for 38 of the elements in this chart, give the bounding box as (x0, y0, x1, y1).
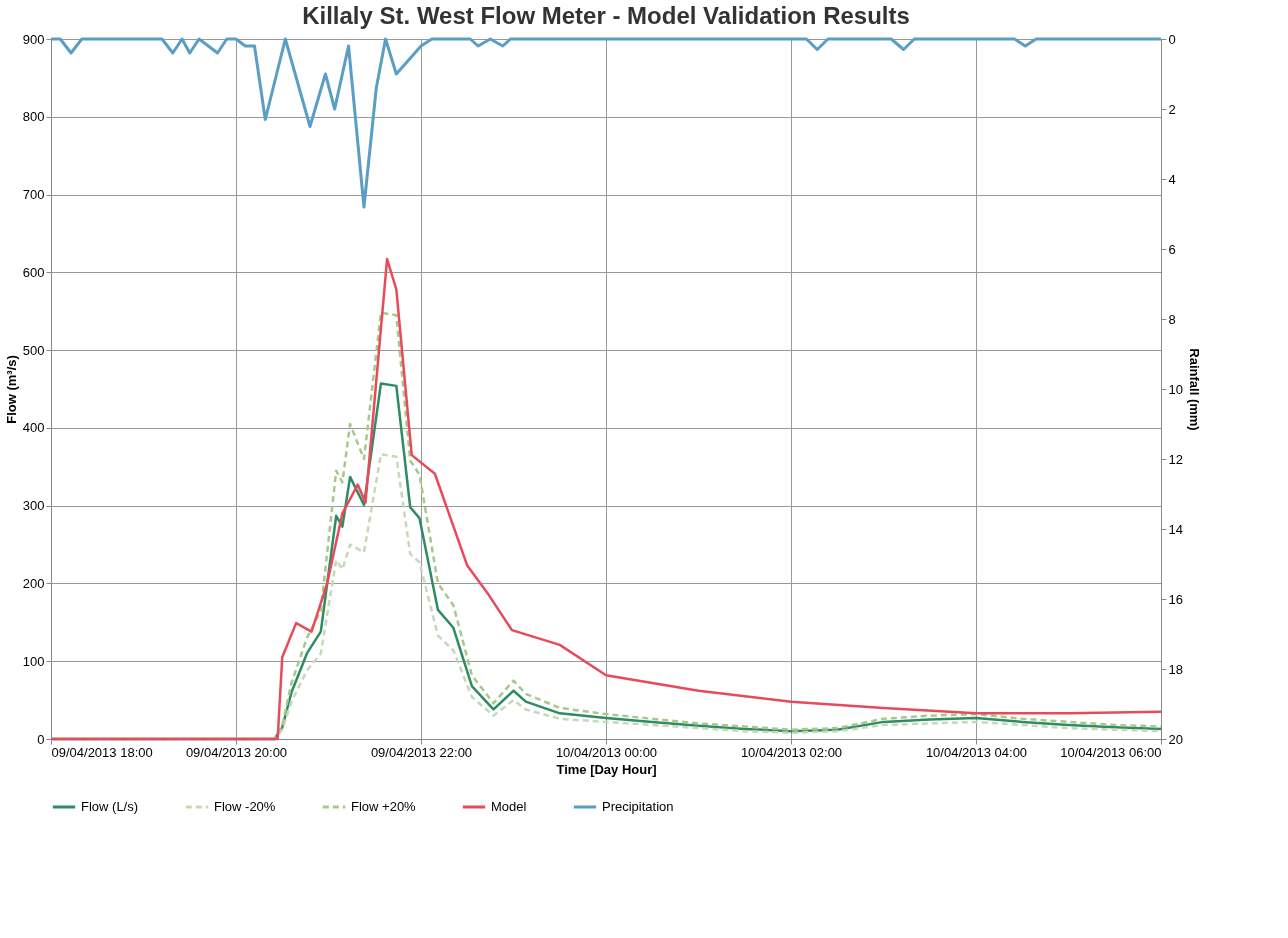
chart-title: Killaly St. West Flow Meter - Model Validation Results (302, 2, 910, 29)
y2-tick-label: 0 (1168, 31, 1176, 47)
legend-label: Model (491, 799, 527, 814)
y2-tick-label: 16 (1168, 591, 1183, 607)
y-tick-label: 0 (37, 731, 45, 747)
y2-tick-label: 2 (1168, 101, 1176, 117)
legend-label: Precipitation (602, 799, 674, 814)
y2-axis-title: Rainfall (mm) (1186, 348, 1202, 431)
y-tick-label: 800 (22, 109, 45, 125)
y-tick-label: 300 (22, 498, 45, 514)
y2-tick-label: 4 (1168, 171, 1176, 187)
x-tick-label: 10/04/2013 02:00 (740, 744, 843, 760)
y-tick-label: 700 (22, 187, 45, 203)
y2-tick-label: 20 (1168, 731, 1183, 747)
y-tick-label: 600 (22, 264, 45, 280)
line-series (49, 37, 1163, 209)
y-tick-label: 400 (22, 420, 45, 436)
y2-tick-label: 14 (1168, 521, 1183, 537)
legend-label: Flow +20% (351, 799, 417, 814)
x-axis-title: Time [Day Hour] (556, 761, 657, 777)
y-tick-label: 900 (22, 31, 45, 47)
x-tick-label: 10/04/2013 04:00 (925, 744, 1028, 760)
y-tick-label: 200 (22, 575, 45, 591)
y2-tick-label: 6 (1168, 241, 1176, 257)
y-tick-label: 100 (22, 653, 45, 669)
x-tick-label: 09/04/2013 22:00 (370, 744, 473, 760)
legend-label: Flow (L/s) (81, 799, 139, 814)
x-tick-label: 09/04/2013 18:00 (51, 744, 153, 760)
y2-tick-label: 18 (1168, 661, 1183, 677)
y2-tick-label: 12 (1168, 451, 1183, 467)
y2-tick-label: 8 (1168, 311, 1176, 327)
legend-label: Flow -20% (214, 799, 276, 814)
x-tick-label: 09/04/2013 20:00 (185, 744, 288, 760)
y-tick-label: 500 (22, 342, 45, 358)
y2-tick-label: 10 (1168, 381, 1183, 397)
x-tick-label: 10/04/2013 00:00 (555, 744, 658, 760)
y-axis-title: Flow (m³/s) (3, 355, 19, 424)
x-tick-label: 10/04/2013 06:00 (1060, 744, 1162, 760)
